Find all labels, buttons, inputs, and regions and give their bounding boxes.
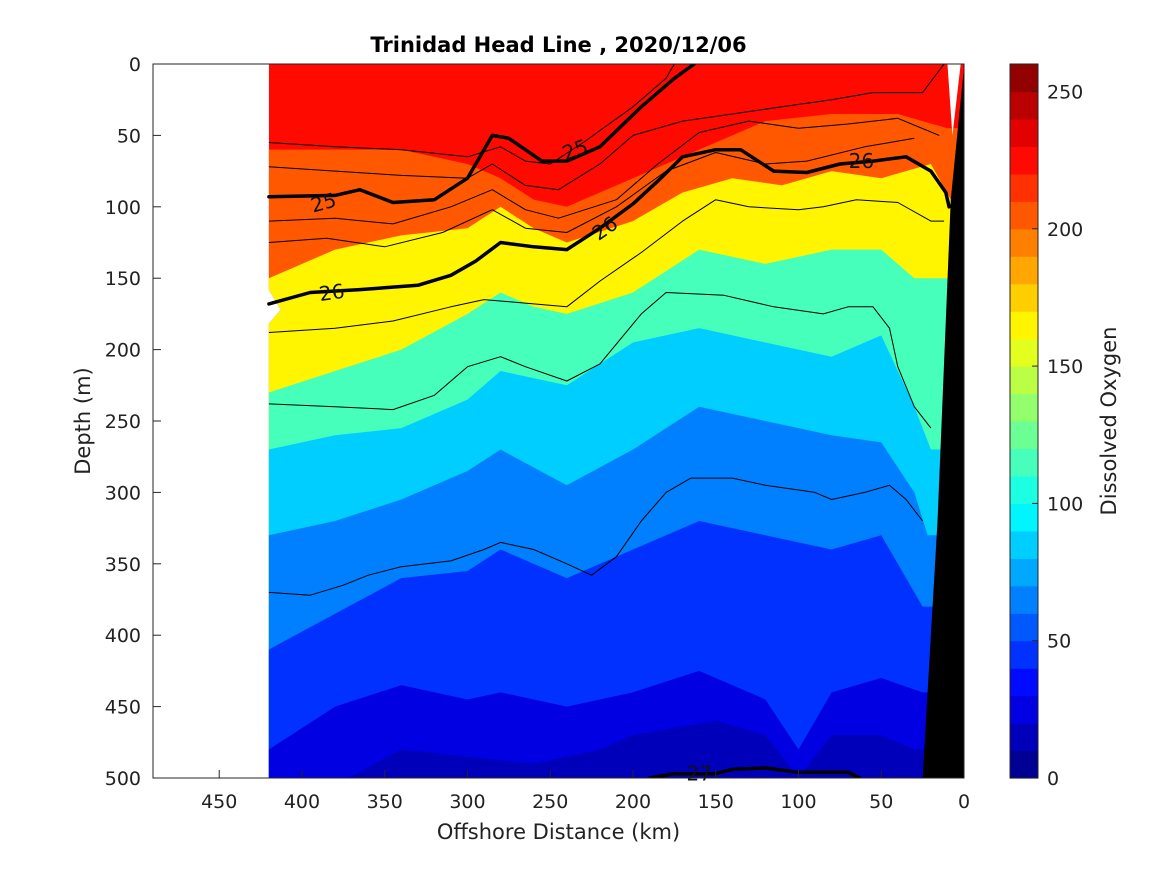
density-contour-27	[647, 766, 862, 778]
colorbar-band	[1010, 723, 1038, 752]
y-tick-label: 150	[105, 268, 141, 290]
density-contour-thin-4	[268, 199, 945, 333]
colorbar-band	[1010, 256, 1038, 285]
contour-label-text: 26	[849, 149, 874, 173]
seafloor-shelf	[922, 64, 964, 778]
y-tick-label: 350	[105, 554, 141, 576]
colorbar-band	[1010, 695, 1038, 724]
x-tick-label: 200	[615, 791, 651, 813]
y-tick-label: 50	[117, 125, 141, 147]
colorbar-band	[1010, 228, 1038, 257]
colorbar-band	[1010, 503, 1038, 532]
colorbar-band	[1010, 366, 1038, 395]
x-axis-label: Offshore Distance (km)	[437, 820, 680, 844]
colorbar-band	[1010, 311, 1038, 340]
colorbar-tick-label: 250	[1047, 81, 1083, 103]
colorbar-band	[1010, 393, 1038, 422]
colorbar-band	[1010, 448, 1038, 477]
y-tick-label: 0	[129, 54, 141, 76]
colorbar-tick-label: 200	[1047, 219, 1083, 241]
nearshore-gap	[947, 64, 961, 136]
y-tick-label: 400	[105, 625, 141, 647]
colorbar-label: Dissolved Oxygen	[1097, 327, 1121, 516]
x-tick-label: 450	[201, 791, 237, 813]
density-contour-thin-2	[268, 117, 940, 225]
density-contour-thin-6	[268, 477, 923, 596]
colorbar-band	[1010, 146, 1038, 175]
x-tick-label: 350	[367, 791, 403, 813]
x-tick-label: 250	[532, 791, 568, 813]
density-contour-lines	[267, 64, 951, 778]
colorbar-band	[1010, 668, 1038, 697]
colorbar-tick-label: 150	[1047, 356, 1083, 378]
oxygen-contour-fills	[268, 64, 964, 778]
contour-label-text: 27	[686, 762, 711, 786]
y-tick-label: 500	[105, 768, 141, 790]
contour-label-text: 26	[317, 279, 346, 306]
colorbar-band	[1010, 338, 1038, 367]
colorbar-band	[1010, 530, 1038, 559]
colorbar-band	[1010, 283, 1038, 312]
colorbar-band	[1010, 64, 1038, 93]
x-tick-label: 400	[284, 791, 320, 813]
seafloor-shape	[922, 66, 964, 778]
colorbar-band	[1010, 118, 1038, 147]
x-tick-label: 50	[869, 791, 893, 813]
y-tick-label: 300	[105, 482, 141, 504]
colorbar-band	[1010, 421, 1038, 450]
x-axis: 450 400 350 300 250 200 150 100 50 0	[201, 770, 970, 813]
x-tick-label: 0	[958, 791, 970, 813]
density-contour-thin-5	[268, 292, 932, 429]
chart-title: Trinidad Head Line , 2020/12/06	[370, 33, 746, 57]
density-contour-thin-0	[268, 64, 675, 165]
y-tick-label: 450	[105, 697, 141, 719]
colorbar: 0 50 100 150 200 250	[1009, 63, 1083, 790]
colorbar-border	[1009, 63, 1039, 779]
density-contour-26	[267, 147, 951, 306]
colorbar-tick-label: 0	[1047, 768, 1059, 790]
colorbar-band	[1010, 613, 1038, 642]
colorbar-band	[1010, 558, 1038, 587]
contour-label-26: 26	[317, 279, 346, 306]
colorbar-band	[1010, 173, 1038, 202]
colorbar-band	[1010, 585, 1038, 614]
colorbar-band	[1010, 201, 1038, 230]
colorbar-tick-label: 50	[1047, 631, 1071, 653]
density-contour-thin-3	[268, 137, 915, 248]
x-tick-label: 150	[698, 791, 734, 813]
y-tick-label: 200	[105, 340, 141, 362]
x-tick-label: 100	[780, 791, 816, 813]
colorbar-band	[1010, 91, 1038, 120]
y-axis: 0 50 100 150 200 250 300 350 400 450 500	[105, 54, 161, 790]
y-tick-label: 100	[105, 197, 141, 219]
density-contour-25	[267, 64, 696, 205]
colorbar-band	[1010, 750, 1038, 779]
colorbar-band	[1010, 640, 1038, 669]
colorbar-tick-label: 100	[1047, 493, 1083, 515]
contour-label-26: 26	[849, 149, 874, 173]
y-axis-label: Depth (m)	[71, 367, 95, 474]
oxygen-band-20	[268, 720, 964, 778]
y-tick-label: 250	[105, 411, 141, 433]
x-tick-label: 300	[449, 791, 485, 813]
density-contour-thin-1	[268, 64, 945, 191]
contour-label-27: 27	[686, 762, 711, 786]
colorbar-band	[1010, 475, 1038, 504]
